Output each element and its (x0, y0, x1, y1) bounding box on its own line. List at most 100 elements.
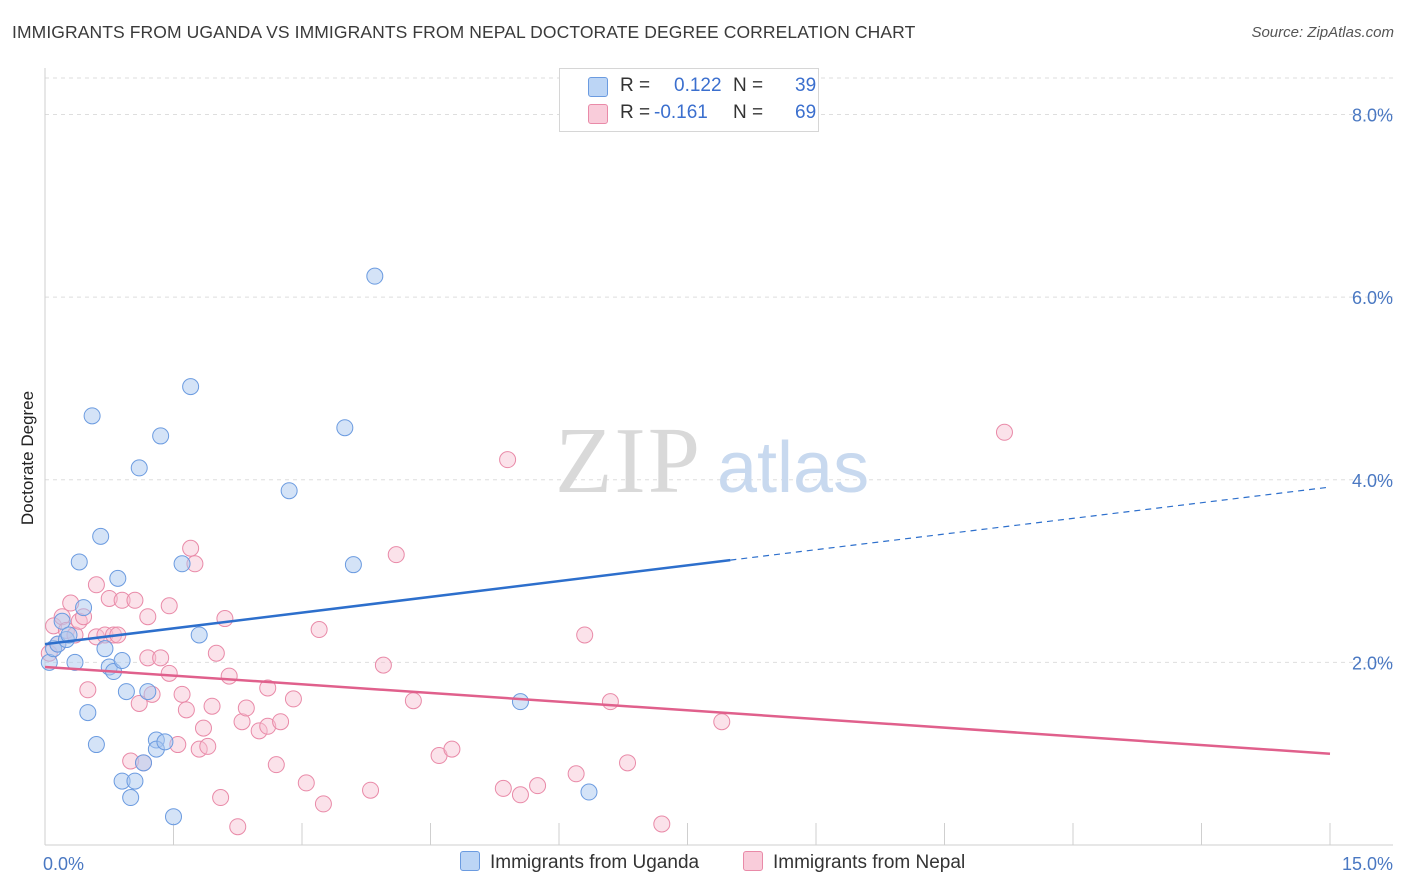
uganda-trend-extension (730, 486, 1331, 561)
watermark-zip: ZIP (555, 409, 702, 513)
uganda-trend-line (44, 558, 731, 646)
bottom-legend-uganda-label: Immigrants from Uganda (490, 852, 700, 873)
x-tick-label: 0.0% (43, 854, 84, 874)
nepal-point (152, 649, 170, 667)
nepal-point (194, 719, 212, 737)
uganda-point (344, 556, 362, 574)
watermark: ZIP atlas (555, 409, 869, 513)
legend-n-label: N = (733, 75, 764, 96)
chart-title: IMMIGRANTS FROM UGANDA VS IMMIGRANTS FRO… (12, 22, 916, 42)
y-tick-label: 6.0% (1352, 288, 1393, 308)
nepal-point (713, 713, 731, 731)
nepal-point (87, 576, 105, 594)
nepal-point (567, 765, 585, 783)
uganda-point (336, 419, 354, 437)
nepal-point (212, 789, 230, 807)
uganda-point (109, 569, 127, 587)
uganda-point (126, 772, 144, 790)
nepal-point (653, 815, 671, 833)
uganda-point (122, 789, 140, 807)
uganda-point (182, 378, 200, 396)
nepal-swatch (588, 104, 608, 124)
trend-lines (44, 486, 1331, 755)
nepal-point (297, 774, 315, 792)
uganda-point (173, 555, 191, 573)
legend-nepal-r: -0.161 (654, 102, 708, 123)
nepal-point (160, 664, 178, 682)
nepal-point (203, 697, 221, 715)
uganda-point (66, 653, 84, 671)
legend-nepal-n: 69 (795, 102, 817, 123)
uganda-point (83, 407, 101, 425)
nepal-point (199, 737, 217, 755)
nepal-point (139, 649, 157, 667)
uganda-points (40, 267, 598, 826)
y-tick-label: 8.0% (1352, 106, 1393, 126)
uganda-point (53, 612, 71, 630)
nepal-trend-line (44, 665, 1331, 755)
uganda-point (280, 482, 298, 500)
nepal-point (259, 717, 277, 735)
legend-uganda-r: 0.122 (674, 75, 722, 96)
nepal-point (995, 423, 1013, 441)
uganda-point (135, 754, 153, 772)
nepal-point (130, 694, 148, 712)
nepal-point (139, 608, 157, 626)
x-tick-label: 15.0% (1342, 854, 1393, 874)
y-tick-label: 4.0% (1352, 471, 1393, 491)
legend-r-label: R = (620, 75, 651, 96)
nepal-point (182, 539, 200, 557)
legend-uganda-n: 39 (795, 75, 817, 96)
nepal-point (237, 699, 255, 717)
uganda-point (92, 527, 110, 545)
uganda-point (60, 626, 78, 644)
nepal-point (229, 818, 247, 836)
nepal-point (233, 713, 251, 731)
nepal-point (267, 756, 285, 774)
nepal-point (160, 597, 178, 615)
uganda-point (580, 783, 598, 801)
nepal-point (619, 754, 637, 772)
uganda-point (75, 599, 93, 617)
nepal-point (100, 589, 118, 607)
nepal-point (177, 701, 195, 719)
nepal-point (216, 610, 234, 628)
nepal-point (529, 777, 547, 795)
nepal-point (404, 692, 422, 710)
nepal-point (79, 681, 97, 699)
legend-r-label: R = (620, 102, 651, 123)
watermark-atlas: atlas (717, 428, 869, 508)
uganda-point (96, 640, 114, 658)
nepal-point (601, 693, 619, 711)
nepal-swatch (743, 851, 763, 871)
nepal-point (250, 722, 268, 740)
uganda-point (79, 704, 97, 722)
nepal-point (173, 685, 191, 703)
nepal-point (362, 781, 380, 799)
nepal-point (494, 779, 512, 797)
uganda-point (511, 693, 529, 711)
legend-n-label: N = (733, 102, 764, 123)
y-tick-label: 2.0% (1352, 653, 1393, 673)
nepal-point (443, 740, 461, 758)
uganda-point (156, 733, 174, 751)
uganda-point (87, 736, 105, 754)
nepal-point (310, 621, 328, 639)
uganda-point (70, 553, 88, 571)
uganda-point (139, 683, 157, 701)
axes (44, 68, 1393, 846)
bottom-legend-uganda: Immigrants from Uganda (460, 851, 699, 874)
y-axis-label: Doctorate Degree (18, 391, 37, 525)
bottom-legend-nepal: Immigrants from Nepal (743, 851, 965, 874)
nepal-point (511, 786, 529, 804)
nepal-point (220, 667, 238, 685)
chart-source: Source: ZipAtlas.com (1251, 24, 1394, 41)
uganda-point (113, 652, 131, 670)
nepal-point (284, 690, 302, 708)
nepal-point (259, 679, 277, 697)
nepal-point (126, 591, 144, 609)
uganda-point (190, 626, 208, 644)
nepal-point (374, 656, 392, 674)
nepal-point (113, 591, 131, 609)
nepal-point (207, 644, 225, 662)
